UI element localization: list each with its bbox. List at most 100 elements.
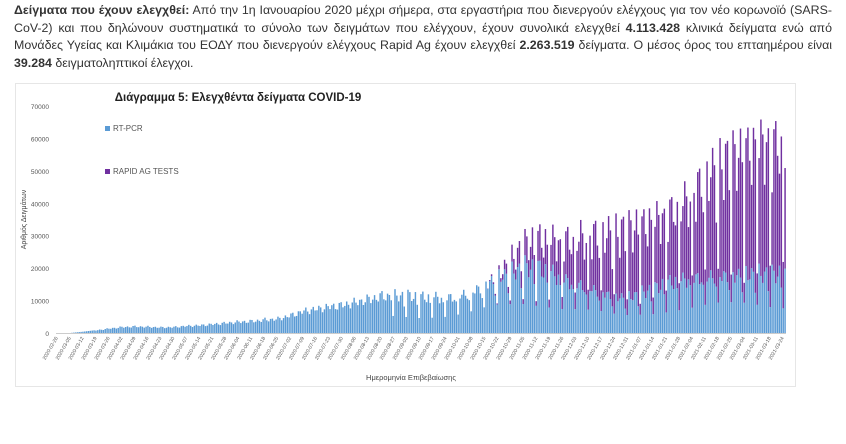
bar-rapid-ag [544, 229, 547, 265]
bar-rapid-ag [726, 140, 729, 283]
bar-rapid-ag [537, 230, 539, 261]
bar-rt-pcr [754, 292, 757, 333]
bar-rt-pcr [633, 292, 636, 333]
bar-rapid-ag [767, 128, 770, 292]
samples-chart: Διάγραμμα 5: Ελεγχθέντα δείγματα COVID-1… [20, 92, 786, 382]
bar-rt-pcr [503, 269, 506, 333]
bar-rt-pcr [719, 277, 721, 333]
bar-rt-pcr [234, 322, 236, 333]
bar-rt-pcr [446, 300, 448, 333]
bar-rapid-ag [654, 226, 656, 283]
bar-rt-pcr [589, 291, 591, 333]
bar-rt-pcr [405, 316, 407, 333]
bar-rt-pcr [225, 323, 227, 333]
bar-rt-pcr [178, 327, 181, 333]
bar-rt-pcr [383, 299, 385, 333]
bar-rt-pcr [700, 282, 703, 333]
bar-rt-pcr [643, 291, 645, 333]
bar-rt-pcr [745, 266, 747, 333]
bar-rt-pcr [464, 295, 467, 333]
bar-rt-pcr [659, 289, 662, 333]
bar-rt-pcr [253, 322, 255, 333]
bar-rt-pcr [98, 329, 101, 333]
bar-rapid-ag [741, 162, 744, 293]
bar-rt-pcr [639, 314, 641, 333]
bar-rt-pcr [342, 307, 344, 333]
bar-rt-pcr [241, 321, 244, 333]
bar-rt-pcr [453, 299, 456, 333]
bar-rt-pcr [518, 263, 521, 333]
bar-rt-pcr [214, 323, 216, 333]
bar-rapid-ag [689, 201, 692, 286]
bar-rt-pcr [407, 289, 409, 333]
bar-rt-pcr [775, 283, 777, 333]
bar-rt-pcr [403, 306, 406, 333]
bar-rt-pcr [507, 293, 510, 333]
bar-rt-pcr [656, 283, 658, 333]
bar-rt-pcr [689, 285, 692, 333]
bar-rt-pcr [334, 309, 337, 333]
bar-rt-pcr [251, 319, 253, 333]
bar-rt-pcr [723, 271, 725, 333]
bar-rt-pcr [767, 291, 770, 333]
bar-rapid-ag [760, 119, 762, 276]
bar-rt-pcr [494, 295, 497, 333]
bar-rapid-ag [524, 228, 526, 256]
bar-rapid-ag [572, 236, 575, 290]
bar-rapid-ag [578, 241, 580, 283]
bar-rt-pcr [331, 305, 333, 333]
bar-rapid-ag [585, 242, 588, 295]
bar-rapid-ag [503, 259, 506, 270]
bar-rt-pcr [502, 279, 504, 333]
bar-rt-pcr [288, 317, 290, 333]
bar-rt-pcr [600, 311, 602, 333]
bar-rapid-ag [723, 200, 725, 272]
bar-rt-pcr [260, 321, 262, 333]
bar-rt-pcr [533, 284, 536, 333]
bar-rapid-ag [633, 230, 636, 293]
bar-rapid-ag [695, 221, 697, 275]
bar-rt-pcr [379, 293, 381, 333]
bar-rapid-ag [736, 190, 738, 276]
bar-rt-pcr [394, 289, 396, 333]
bar-rapid-ag [641, 216, 643, 286]
y-tick-label: 0 [45, 331, 49, 338]
bar-rapid-ag [652, 297, 654, 315]
bar-rt-pcr [498, 269, 500, 333]
bar-rt-pcr [765, 267, 768, 333]
bar-rt-pcr [541, 276, 543, 333]
bar-rt-pcr [171, 327, 173, 333]
bar-rt-pcr [739, 277, 742, 333]
legend-label-rapid-ag: RAPID AG TESTS [113, 167, 179, 176]
bar-rapid-ag [498, 265, 500, 270]
bar-rapid-ag [645, 234, 647, 299]
bar-rt-pcr [440, 297, 443, 333]
bar-rt-pcr [308, 314, 311, 333]
bar-rapid-ag [663, 208, 666, 295]
bar-rapid-ag [632, 252, 634, 301]
x-axis-label: Ημερομηνία Επιβεβαίωσης [366, 373, 456, 382]
intro-paragraph: Δείγματα που έχουν ελεγχθεί: Από την 1η … [14, 2, 832, 72]
bar-rt-pcr [734, 282, 736, 333]
bar-rt-pcr [349, 308, 352, 333]
bar-rt-pcr [371, 299, 374, 333]
bar-rt-pcr [750, 268, 753, 333]
bar-rt-pcr [724, 272, 727, 333]
bar-rapid-ag [771, 192, 773, 265]
bar-rapid-ag [745, 138, 747, 266]
bar-rapid-ag [762, 134, 764, 283]
bar-rt-pcr [520, 288, 523, 333]
bar-rapid-ag [609, 230, 612, 299]
bar-rapid-ag [565, 231, 567, 275]
bar-rt-pcr [269, 318, 272, 333]
bar-rt-pcr [418, 318, 420, 333]
bar-rapid-ag [728, 190, 731, 291]
chart-title: Διάγραμμα 5: Ελεγχθέντα δείγματα COVID-1… [115, 92, 362, 104]
bar-rt-pcr [134, 325, 136, 333]
bar-rt-pcr [327, 306, 329, 333]
bar-rt-pcr [524, 255, 526, 333]
bar-rt-pcr [509, 304, 511, 333]
bar-rapid-ag [587, 289, 589, 310]
bar-rt-pcr [232, 324, 235, 333]
bar-rt-pcr [665, 312, 667, 333]
